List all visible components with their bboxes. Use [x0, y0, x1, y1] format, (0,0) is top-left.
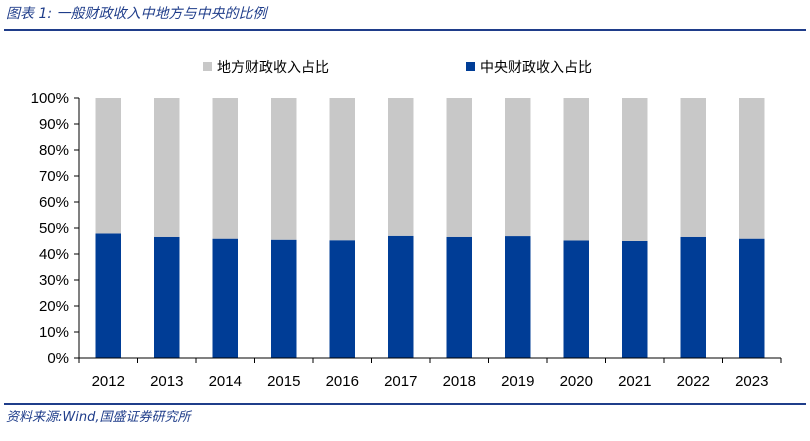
- x-tick-label: 2019: [501, 373, 534, 390]
- y-tick-label: 30%: [39, 272, 69, 289]
- y-tick-label: 50%: [39, 220, 69, 237]
- bar-local-2022: [680, 98, 706, 237]
- bar-central-2019: [505, 236, 531, 358]
- bar-central-2020: [563, 240, 589, 358]
- y-tick-label: 80%: [39, 142, 69, 159]
- x-tick-label: 2021: [618, 373, 651, 390]
- legend-swatch-local: [203, 62, 212, 71]
- legend-swatch-central: [466, 62, 475, 71]
- bar-central-2017: [388, 235, 414, 358]
- source-note: 资料来源:Wind,国盛证券研究所: [6, 410, 191, 425]
- y-tick-label: 100%: [31, 90, 69, 107]
- bar-local-2020: [563, 98, 589, 241]
- stacked-bar-chart: 地方财政收入占比 中央财政收入占比 2012 2013 2014 2015 2016 201…: [31, 60, 782, 390]
- x-tick-label: 2022: [677, 373, 710, 390]
- bar-local-2015: [271, 98, 297, 240]
- top-rule: [4, 29, 806, 31]
- legend-label-central: 中央财政收入占比: [480, 60, 592, 76]
- bar-central-2013: [154, 236, 180, 358]
- bar-central-2023: [739, 238, 765, 358]
- figure-title: 图表 1: 一般财政收入中地方与中央的比例: [6, 6, 267, 22]
- bar-central-2016: [329, 240, 355, 358]
- bar-central-2021: [622, 241, 648, 358]
- x-tick-label: 2015: [267, 373, 300, 390]
- y-tick-label: 60%: [39, 194, 69, 211]
- x-tick-label: 2013: [150, 373, 183, 390]
- bar-local-2016: [329, 98, 355, 241]
- bar-local-2014: [212, 98, 238, 239]
- axes: 2012 2013 2014 2015 2016 2017 2018 2019 2020 2021…: [31, 90, 782, 390]
- legend: 地方财政收入占比 中央财政收入占比: [203, 60, 592, 76]
- x-tick-label: 2014: [209, 373, 242, 390]
- bar-local-2023: [739, 98, 765, 239]
- x-tick-label: 2020: [560, 373, 593, 390]
- bars: [95, 98, 765, 358]
- x-tick-label: 2017: [384, 373, 417, 390]
- bottom-rule: [4, 403, 806, 405]
- y-tick-label: 20%: [39, 298, 69, 315]
- x-tick-label: 2012: [92, 373, 125, 390]
- bar-central-2015: [271, 239, 297, 358]
- bar-central-2022: [680, 236, 706, 358]
- bar-central-2012: [95, 233, 121, 358]
- bar-central-2018: [446, 236, 472, 358]
- y-tick-label: 10%: [39, 324, 69, 341]
- legend-label-local: 地方财政收入占比: [217, 60, 329, 76]
- x-tick-label: 2016: [326, 373, 359, 390]
- y-tick-label: 90%: [39, 116, 69, 133]
- x-tick-label: 2023: [735, 373, 768, 390]
- bar-local-2012: [95, 98, 121, 234]
- bar-local-2018: [446, 98, 472, 237]
- bar-local-2021: [622, 98, 648, 241]
- y-tick-label: 0%: [47, 350, 69, 367]
- bar-local-2017: [388, 98, 414, 236]
- bar-central-2014: [212, 238, 238, 358]
- y-tick-label: 40%: [39, 246, 69, 263]
- y-tick-label: 70%: [39, 168, 69, 185]
- x-tick-label: 2018: [443, 373, 476, 390]
- bar-local-2019: [505, 98, 531, 237]
- bar-local-2013: [154, 98, 180, 237]
